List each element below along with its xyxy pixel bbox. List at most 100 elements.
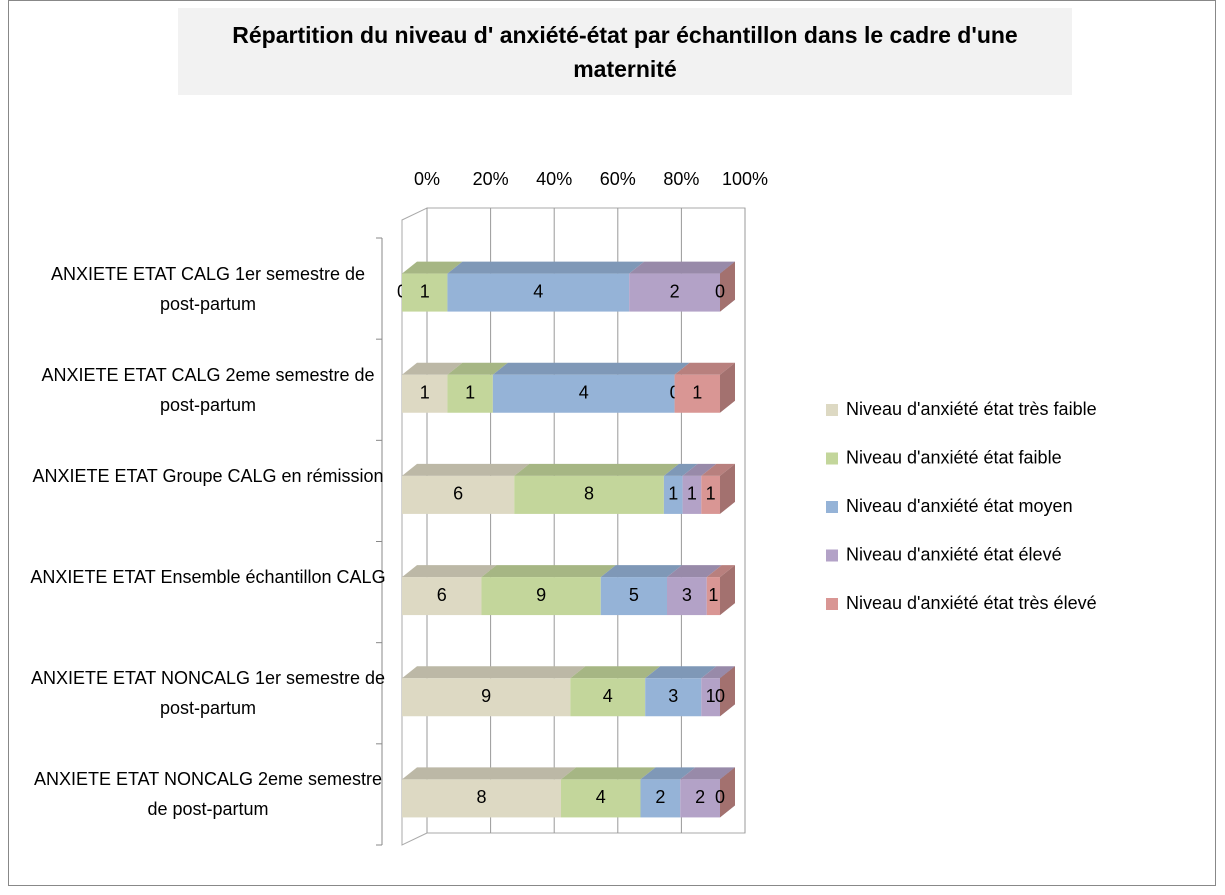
bar-top bbox=[701, 666, 735, 679]
bar bbox=[492, 374, 675, 413]
bar bbox=[402, 475, 515, 514]
x-tick-label: 20% bbox=[473, 169, 509, 189]
value-label: 0 bbox=[715, 787, 725, 807]
value-label: 4 bbox=[579, 383, 589, 403]
bar-side bbox=[720, 463, 735, 514]
value-label: 9 bbox=[481, 686, 491, 706]
bar-top bbox=[663, 463, 698, 476]
value-label: 1 bbox=[465, 383, 475, 403]
bar bbox=[402, 678, 571, 717]
value-label: 2 bbox=[695, 787, 705, 807]
legend-label: Niveau d'anxiété état moyen bbox=[846, 496, 1073, 516]
value-label: 4 bbox=[603, 686, 613, 706]
bar-side bbox=[720, 362, 735, 413]
x-tick-label: 100% bbox=[722, 169, 768, 189]
x-tick-label: 40% bbox=[536, 169, 572, 189]
value-label: 8 bbox=[584, 484, 594, 504]
bar bbox=[481, 577, 601, 616]
chart-title: Répartition du niveau d' anxiété-état pa… bbox=[178, 8, 1072, 95]
value-label: 1 bbox=[706, 484, 716, 504]
value-label: 8 bbox=[476, 787, 486, 807]
legend-swatch bbox=[826, 501, 838, 513]
bar-top bbox=[402, 362, 463, 375]
bar-top bbox=[674, 362, 735, 375]
bar-top bbox=[402, 666, 586, 679]
y-tick-label: ANXIETE ETAT NONCALG 2eme semestre de po… bbox=[33, 769, 383, 820]
bar-top bbox=[600, 565, 682, 578]
bar bbox=[514, 475, 664, 514]
value-label: 1 bbox=[687, 484, 697, 504]
bar bbox=[447, 273, 630, 312]
bar-top bbox=[447, 362, 508, 375]
x-tick-label: 0% bbox=[414, 169, 440, 189]
y-tick-label: ANXIETE ETAT Groupe CALG en rémission bbox=[32, 465, 384, 486]
bar bbox=[682, 475, 702, 514]
bar bbox=[402, 779, 561, 818]
value-label: 6 bbox=[437, 585, 447, 605]
bar bbox=[701, 678, 720, 717]
bar-side bbox=[720, 666, 735, 717]
value-label: 3 bbox=[682, 585, 692, 605]
value-label: 4 bbox=[596, 787, 606, 807]
bar bbox=[667, 577, 707, 616]
value-label: 5 bbox=[629, 585, 639, 605]
bar-top bbox=[492, 362, 690, 375]
bar-top bbox=[402, 261, 463, 274]
value-label: 1 bbox=[708, 585, 718, 605]
bar-side bbox=[720, 261, 735, 312]
bar-top bbox=[402, 463, 530, 476]
y-tick-label: ANXIETE ETAT NONCALG 1er semestre de pos… bbox=[30, 668, 386, 719]
x-tick-label: 60% bbox=[600, 169, 636, 189]
bar-top bbox=[561, 767, 656, 780]
legend-swatch bbox=[826, 549, 838, 562]
bar-top bbox=[629, 261, 735, 274]
value-label: 9 bbox=[536, 585, 546, 605]
value-label: 2 bbox=[655, 787, 665, 807]
chart-frame bbox=[8, 0, 1216, 886]
bar bbox=[600, 577, 667, 616]
bar-top bbox=[481, 565, 616, 578]
value-label: 6 bbox=[453, 484, 463, 504]
bar-top bbox=[680, 767, 735, 780]
legend-label: Niveau d'anxiété état élevé bbox=[846, 544, 1062, 564]
bar bbox=[402, 577, 482, 616]
bar-top bbox=[514, 463, 679, 476]
value-label: 1 bbox=[706, 686, 716, 706]
bar-top bbox=[640, 767, 696, 780]
bar bbox=[706, 577, 720, 616]
bar-top bbox=[447, 261, 645, 274]
legend-swatch bbox=[826, 452, 838, 465]
bar bbox=[402, 273, 448, 312]
legend-swatch bbox=[826, 598, 838, 610]
y-tick-label: ANXIETE ETAT CALG 1er semestre de post-p… bbox=[50, 263, 366, 314]
x-tick-label: 80% bbox=[663, 169, 699, 189]
bar bbox=[663, 475, 683, 514]
value-label: 3 bbox=[668, 686, 678, 706]
y-tick-label: ANXIETE ETAT Ensemble échantillon CALG bbox=[30, 567, 386, 588]
bar bbox=[640, 779, 681, 818]
bar-top bbox=[645, 666, 717, 679]
value-label: 1 bbox=[420, 383, 430, 403]
value-label: 1 bbox=[692, 383, 702, 403]
bar-side bbox=[720, 767, 735, 818]
legend-label: Niveau d'anxiété état très élevé bbox=[846, 593, 1097, 613]
legend-label: Niveau d'anxiété état faible bbox=[846, 447, 1062, 467]
value-label: 1 bbox=[420, 281, 430, 301]
bar bbox=[570, 678, 646, 717]
bar-top bbox=[402, 565, 497, 578]
bar bbox=[645, 678, 702, 717]
legend-label: Niveau d'anxiété état très faible bbox=[846, 399, 1097, 419]
value-label: 1 bbox=[668, 484, 678, 504]
bar bbox=[447, 374, 493, 413]
legend-swatch bbox=[826, 404, 838, 416]
value-label: 2 bbox=[670, 281, 680, 301]
bar-side bbox=[720, 565, 735, 616]
value-label: 0 bbox=[715, 281, 725, 301]
bar-top bbox=[570, 666, 661, 679]
bar bbox=[402, 374, 448, 413]
bar bbox=[701, 475, 720, 514]
bar-top bbox=[667, 565, 722, 578]
bar-top bbox=[682, 463, 717, 476]
y-tick-label: ANXIETE ETAT CALG 2eme semestre de post-… bbox=[41, 364, 375, 415]
